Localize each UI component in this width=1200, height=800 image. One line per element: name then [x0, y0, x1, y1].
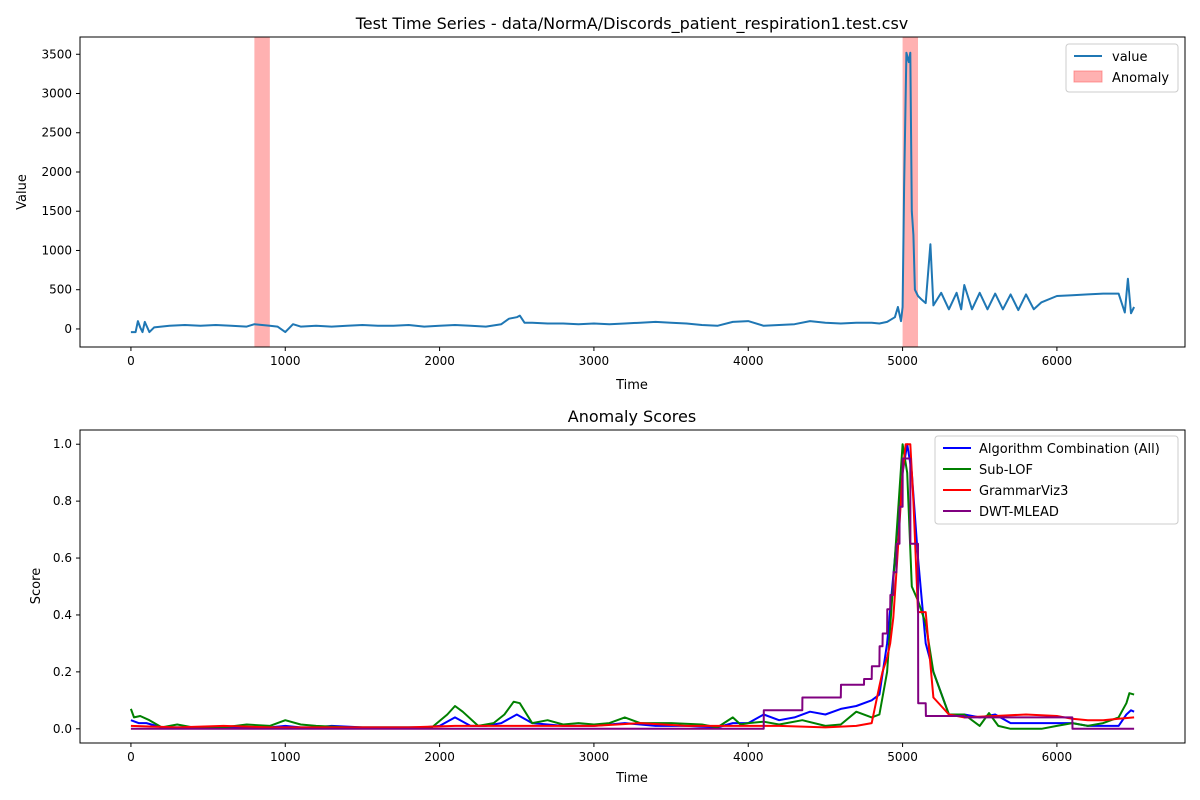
y-tick-label: 0 — [64, 322, 72, 336]
legend-entry-value: value — [1112, 50, 1148, 65]
y-tick-label: 3500 — [41, 47, 72, 61]
legend-entry-grammarviz3: GrammarViz3 — [979, 484, 1068, 499]
bottom-series-group — [129, 443, 1135, 730]
anomaly-region-1 — [254, 37, 270, 347]
y-tick-label: 3000 — [41, 87, 72, 101]
top-chart-title: Test Time Series - data/NormA/Discords_p… — [355, 14, 909, 34]
bottom-x-axis-label: Time — [615, 771, 648, 786]
x-tick-label: 2000 — [424, 750, 455, 764]
top-axes-frame — [79, 36, 1186, 348]
top-series-group — [130, 51, 1135, 334]
bottom-y-axis-label: Score — [29, 568, 44, 604]
x-tick-label: 5000 — [887, 750, 918, 764]
series-line-dwt-mlead — [130, 457, 1135, 730]
y-tick-label: 0.2 — [53, 665, 72, 679]
bottom-axes-frame — [79, 429, 1186, 744]
x-tick-label: 6000 — [1042, 750, 1073, 764]
y-tick-label: 0.6 — [53, 551, 72, 565]
bottom-legend-box — [934, 435, 1179, 525]
top-y-ticks: 0 500 1000 1500 2000 2500 3000 3500 — [41, 47, 80, 336]
top-subplot: Test Time Series - data/NormA/Discords_p… — [15, 14, 1186, 393]
bottom-y-ticks: 0.0 0.2 0.4 0.6 0.8 1.0 — [53, 437, 80, 736]
bottom-legend: Algorithm Combination (All) Sub-LOF Gram… — [934, 435, 1179, 525]
y-tick-label: 2000 — [41, 165, 72, 179]
bottom-subplot: Anomaly Scores 0 1000 2000 3000 4000 5000 6000… — [29, 407, 1186, 786]
legend-swatch-anomaly — [1073, 70, 1103, 83]
series-line-value — [130, 51, 1135, 334]
x-tick-label: 0 — [127, 750, 135, 764]
legend-entry-sublof: Sub-LOF — [979, 463, 1033, 478]
y-tick-label: 0.8 — [53, 494, 72, 508]
bottom-chart-title: Anomaly Scores — [568, 407, 696, 426]
x-tick-label: 2000 — [424, 354, 455, 368]
y-tick-label: 1.0 — [53, 437, 72, 451]
x-tick-label: 3000 — [579, 354, 610, 368]
top-x-ticks: 0 1000 2000 3000 4000 5000 6000 — [127, 347, 1072, 368]
x-tick-label: 5000 — [887, 354, 918, 368]
y-tick-label: 2500 — [41, 126, 72, 140]
legend-entry-combination: Algorithm Combination (All) — [979, 442, 1160, 457]
bottom-x-ticks: 0 1000 2000 3000 4000 5000 6000 — [127, 743, 1072, 764]
y-tick-label: 500 — [49, 283, 72, 297]
top-legend: value Anomaly — [1065, 43, 1179, 93]
x-tick-label: 1000 — [270, 354, 301, 368]
x-tick-label: 3000 — [579, 750, 610, 764]
series-line-grammarviz3 — [130, 443, 1135, 729]
legend-entry-anomaly: Anomaly — [1112, 71, 1169, 86]
y-tick-label: 1500 — [41, 204, 72, 218]
top-y-axis-label: Value — [15, 174, 30, 210]
x-tick-label: 4000 — [733, 750, 764, 764]
y-tick-label: 0.0 — [53, 722, 72, 736]
x-tick-label: 0 — [127, 354, 135, 368]
x-tick-label: 1000 — [270, 750, 301, 764]
legend-entry-dwt-mlead: DWT-MLEAD — [979, 505, 1059, 520]
y-tick-label: 1000 — [41, 243, 72, 257]
top-x-axis-label: Time — [615, 378, 648, 393]
x-tick-label: 6000 — [1042, 354, 1073, 368]
x-tick-label: 4000 — [733, 354, 764, 368]
y-tick-label: 0.4 — [53, 608, 72, 622]
